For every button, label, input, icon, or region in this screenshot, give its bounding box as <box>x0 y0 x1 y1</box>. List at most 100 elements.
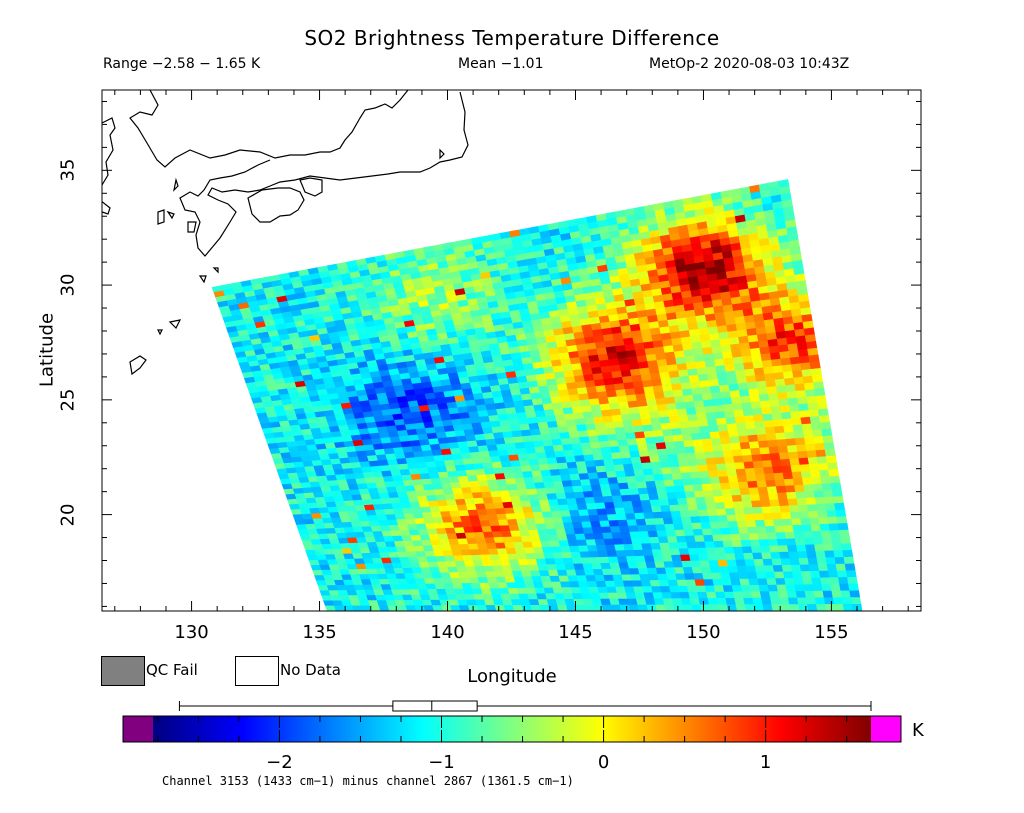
swath-pixel <box>759 591 771 599</box>
swath-pixel <box>835 509 847 518</box>
swath-pixel <box>765 571 776 580</box>
swath-pixel <box>710 528 722 536</box>
swath-pixel <box>742 454 754 463</box>
swath-pixel <box>679 592 691 599</box>
swath-pixel <box>763 466 775 475</box>
swath-pixel <box>788 551 800 559</box>
swath-pixel <box>756 480 768 489</box>
swath-pixel <box>652 429 665 438</box>
swath-pixel <box>709 476 721 485</box>
swath-pixel <box>805 597 817 605</box>
swath-pixel <box>532 546 545 554</box>
swath-pixel <box>672 434 684 443</box>
swath-pixel <box>748 533 760 541</box>
x-axis-label: Longitude <box>467 666 557 687</box>
swath-pixel <box>829 530 841 538</box>
swath-pixel <box>697 464 709 473</box>
swath-pixel <box>586 466 598 474</box>
swath-pixel <box>477 480 490 488</box>
swath-pixel <box>832 543 844 552</box>
swath-pixel <box>563 522 575 530</box>
swath-pixel <box>577 467 589 475</box>
coastline-shikoku <box>247 187 305 223</box>
swath-pixel <box>554 450 566 458</box>
swath-pixel <box>582 527 594 535</box>
swath-pixel <box>738 572 750 580</box>
swath-pixel <box>742 408 754 417</box>
swath-pixel <box>611 495 624 503</box>
swath-pixel <box>741 546 753 554</box>
swath-pixel <box>622 419 634 428</box>
swath-pixel <box>792 524 804 533</box>
swath-pixel <box>613 464 626 472</box>
swath-pixel <box>664 441 677 450</box>
swath-pixel <box>649 580 661 587</box>
swath-pixel <box>667 536 679 544</box>
swath-pixel <box>635 555 647 563</box>
swath-pixel <box>763 565 775 573</box>
swath-pixel <box>547 499 560 507</box>
swath-pixel <box>690 516 702 524</box>
swath-pixel <box>808 463 820 472</box>
swath-pixel <box>791 471 803 480</box>
swath-pixel <box>691 566 703 574</box>
swath-pixel <box>819 469 831 478</box>
swath-pixel <box>707 598 719 606</box>
swath-pixel <box>795 590 807 599</box>
swath-pixel <box>633 549 645 557</box>
swath-pixel <box>815 449 827 458</box>
swath-pixel <box>811 530 823 539</box>
swath-pixel <box>824 603 836 611</box>
swath-pixel <box>850 597 862 605</box>
swath-pixel <box>739 441 751 450</box>
swath-pixel <box>592 490 604 498</box>
swath-pixel <box>848 583 860 592</box>
swath-pixel <box>669 504 681 513</box>
swath-pixel <box>679 421 691 429</box>
swath-pixel <box>816 456 828 465</box>
colorbar-unit: K <box>912 720 924 741</box>
swath-pixel <box>820 530 832 539</box>
swath-pixel <box>842 549 854 558</box>
swath-pixel <box>818 415 831 424</box>
swath-pixel <box>805 497 817 506</box>
swath-pixel <box>769 352 782 361</box>
swath-pixel <box>644 392 657 401</box>
swath-pixel <box>741 402 753 411</box>
swath-pixel <box>755 427 767 436</box>
swath-pixel <box>602 495 614 504</box>
swath-pixel <box>658 579 670 587</box>
swath-pixel <box>651 549 663 557</box>
swath-pixel <box>700 522 712 530</box>
swath-pixel <box>604 501 616 510</box>
swath-pixel <box>646 567 658 575</box>
swath-pixel <box>497 449 510 457</box>
swath-pixel <box>817 564 829 572</box>
swath-pixel <box>692 439 704 448</box>
swath-pixel <box>780 411 792 420</box>
swath-pixel <box>775 532 787 540</box>
swath-pixel <box>709 431 721 440</box>
swath-pixel <box>673 567 685 575</box>
swath-pixel <box>588 398 601 406</box>
swath-pixel <box>669 548 681 556</box>
swath-pixel <box>708 560 720 568</box>
swath-pixel <box>740 448 753 457</box>
swath-pixel <box>761 460 773 468</box>
swath-pixel <box>759 545 771 554</box>
swath-pixel <box>520 535 533 543</box>
swath-pixel <box>811 374 824 384</box>
swath-pixel <box>581 484 593 493</box>
swath-pixel <box>663 390 675 399</box>
swath-pixel <box>634 431 646 440</box>
swath-pixel <box>708 470 720 479</box>
swath-pixel <box>749 584 761 593</box>
swath-pixel <box>591 447 603 456</box>
swath-pixel <box>597 550 609 558</box>
swath-pixel <box>746 474 758 483</box>
swath-pixel <box>491 496 504 504</box>
swath-pixel <box>678 548 690 556</box>
swath-pixel <box>764 372 776 382</box>
swath-pixel <box>757 486 769 495</box>
swath-pixel <box>566 425 579 433</box>
